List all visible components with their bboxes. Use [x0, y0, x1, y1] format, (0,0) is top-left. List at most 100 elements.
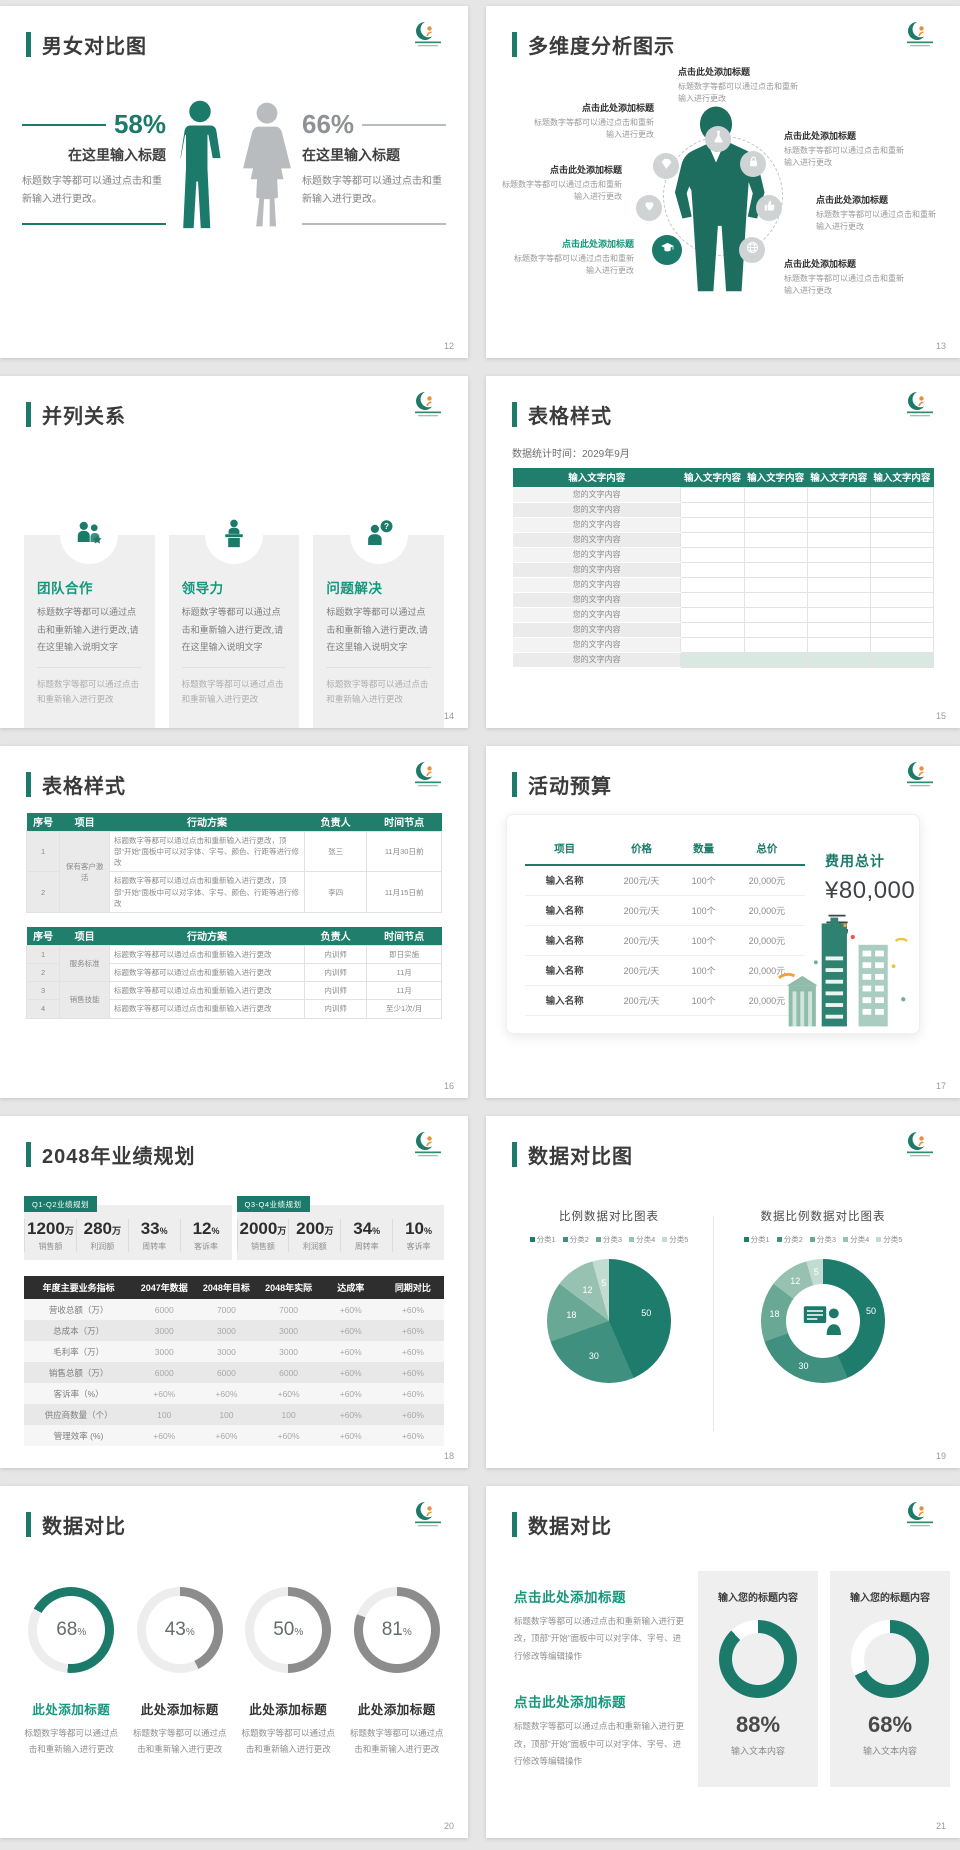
column-header: 行动方案: [109, 927, 305, 945]
kpi-label: 利润额: [90, 1242, 115, 1251]
table-header-row: 序号 项目 行动方案 负责人 时间节点: [26, 927, 442, 945]
leader-icon: [219, 518, 249, 553]
table-cell: 输入名称: [525, 925, 605, 956]
title-accent-bar: [26, 1142, 31, 1167]
feature-icon-circle: [60, 506, 119, 564]
slide-title: 表格样式: [42, 776, 126, 798]
page-number: 20: [443, 1821, 454, 1831]
callout: 点击此处添加标题 标题数字等都可以通过点击和重新输入进行更改: [816, 194, 938, 233]
table-row: 客诉率（%） +60% +60% +60% +60% +60%: [24, 1383, 444, 1404]
slice-value-label: 50: [641, 1308, 652, 1319]
legend-item: 分类3: [595, 1234, 622, 1245]
cell-no: 1: [25, 944, 61, 964]
table-cell: 100个: [678, 865, 729, 896]
kpi-strip: Q3-Q4业绩规划 2000万 销售额 200万 利润额 34% 周转率 10% 客诉率: [236, 1196, 444, 1260]
table-cell: [743, 651, 808, 668]
donut-chart: 50 30 18 12 5: [761, 1259, 885, 1383]
kpi-value: 1200万: [27, 1219, 74, 1238]
page-number: 18: [443, 1451, 454, 1461]
column-header: 同期对比: [381, 1276, 444, 1299]
panel-donut: [719, 1620, 797, 1698]
table-cell: +60%: [319, 1299, 382, 1320]
company-logo-icon: [412, 1131, 444, 1158]
legend-label: 分类5: [883, 1235, 903, 1244]
feature-heading: 团队合作: [37, 581, 93, 596]
table-row: 1 保有客户激活 标题数字等都可以通过点击和重新输入进行更改，顶部“开始”面板中可以…: [25, 830, 442, 913]
gauge-value: 43%: [164, 1619, 195, 1640]
table-cell: +60%: [319, 1362, 382, 1383]
heart-icon: [642, 198, 657, 218]
stat-heading: 在这里输入标题: [302, 147, 400, 163]
cell-time: 11月30日前: [366, 830, 442, 873]
table-cell: 管理效率 (%): [24, 1425, 134, 1446]
table-cell: +60%: [319, 1404, 382, 1425]
slide-thumbnail-14[interactable]: 并列关系 团队合作 标题数字等都可以通过点击和重新输入进行更改,请在这里输入说明文…: [0, 376, 468, 728]
panel-caption: 输入文本内容: [730, 1746, 785, 1756]
table-cell: [806, 531, 871, 548]
budget-panel: 项目 价格 数量 总价 输入名称 200元/天 100个 20,000元 输入名称 200元/天 1…: [506, 814, 920, 1034]
panel-percentage: 88%: [735, 1712, 781, 1737]
table-cell: [743, 576, 808, 593]
feature-card: 团队合作 标题数字等都可以通过点击和重新输入进行更改,请在这里输入说明文字 标题数字…: [24, 506, 155, 728]
legend-swatch: [776, 1237, 782, 1242]
slide-thumbnail-21[interactable]: 数据对比 点击此处添加标题 标题数字等都可以通过点击和重新输入进行更改，顶部“开始…: [486, 1486, 960, 1838]
company-logo-icon: [904, 1131, 936, 1158]
cell-no: 2: [25, 871, 61, 913]
feature-body: 标题数字等都可以通过点击和重新输入进行更改,请在这里输入说明文字: [37, 607, 139, 653]
column-header: 负责人: [304, 927, 367, 945]
table-row: 您的文字内容: [511, 531, 935, 548]
gauge-row: 68% 此处添加标题 标题数字等都可以通过点击和重新输入进行更改 43% 此处添加标题标…: [22, 1587, 446, 1757]
slide-thumbnail-12[interactable]: 男女对比图 58% 在这里输入标题 标题数字等都可以通过点击和重新输入进行更改。…: [0, 6, 468, 358]
table-cell: +60%: [381, 1341, 444, 1362]
legend-label: 分类4: [850, 1235, 870, 1244]
orbit-node: [756, 195, 782, 221]
page-number: 19: [935, 1451, 946, 1461]
table-header-row: 序号 项目 行动方案 负责人 时间节点: [26, 813, 442, 831]
cell-owner: 张三: [304, 830, 368, 873]
stat-panel: 输入您的标题内容 88% 输入文本内容: [698, 1571, 818, 1787]
table-cell: [806, 561, 871, 578]
gauge-item: 43% 此处添加标题 标题数字等都可以通过点击和重新输入进行更改: [131, 1587, 230, 1757]
table-cell: [806, 486, 871, 503]
panel-caption: 输入文本内容: [862, 1746, 917, 1756]
callout-body: 标题数字等都可以通过点击和重新输入进行更改: [514, 253, 634, 275]
legend-swatch: [529, 1237, 535, 1242]
slide-title: 数据对比: [42, 1516, 126, 1538]
table-cell: 200元/天: [604, 865, 679, 896]
slide-thumbnail-16[interactable]: 表格样式 序号 项目 行动方案 负责人 时间节点 1 保有客户激活 标题数字等都可以通过点击和…: [0, 746, 468, 1098]
column-header: 2048年目标: [195, 1276, 258, 1299]
slide-thumbnail-18[interactable]: 2048年业绩规划 Q1-Q2业绩规划 1200万 销售额 280万 利润额 33% 周转率…: [0, 1116, 468, 1468]
callout-body: 标题数字等都可以通过点击和重新输入进行更改: [502, 179, 622, 201]
table-cell: [680, 561, 745, 578]
page-number: 15: [935, 711, 946, 721]
gauge-ring: 43%: [136, 1587, 223, 1673]
slide-thumbnail-20[interactable]: 数据对比 68% 此处添加标题 标题数字等都可以通过点击和重新输入进行更改 43% 此处…: [0, 1486, 468, 1838]
table-cell: [869, 606, 935, 623]
orbit-node: [636, 195, 662, 221]
title-accent-bar: [26, 402, 31, 427]
table-row: 您的文字内容: [511, 651, 935, 668]
table-cell: [743, 636, 808, 653]
kpi-stat: 200万 利润额: [288, 1219, 340, 1252]
cell-owner: 内训师: [304, 944, 368, 964]
pie-chart: 50 30 18 12 5: [547, 1259, 671, 1383]
slide-thumbnail-17[interactable]: 活动预算 项目 价格 数量 总价 输入名称 200元/天 100个 20,000元 输入名称 20…: [486, 746, 960, 1098]
male-icon: [172, 97, 228, 242]
total-label: 费用总计: [825, 853, 885, 869]
gauge-value: 50%: [273, 1619, 304, 1640]
gauge-ring: 81%: [353, 1587, 440, 1673]
cell-no: 4: [25, 999, 61, 1019]
table-row: 您的文字内容: [511, 561, 935, 578]
slide-thumbnail-15[interactable]: 表格样式 数据统计时间：2029年9月 输入文字内容 输入文字内容 输入文字内容 输入…: [486, 376, 960, 728]
table-cell: 总成本（万）: [24, 1320, 134, 1341]
kpi-unit: 万: [277, 1226, 287, 1236]
slide-thumbnail-13[interactable]: 多维度分析图示 点击此处添加标题 标题数字等都可以通过点击和重新输入进行更改 点击此…: [486, 6, 960, 358]
column-header: 负责人: [304, 813, 367, 831]
slide-thumbnail-19[interactable]: 数据对比图 比例数据对比图表 分类1 分类2 分类3 分类4 分类5 50 30 18 12 5 数…: [486, 1116, 960, 1468]
column-header: 2048年实际: [257, 1276, 320, 1299]
table-cell: [869, 516, 935, 533]
table-row: 输入名称 200元/天 100个 20,000元: [525, 955, 805, 986]
table-cell: 您的文字内容: [511, 606, 682, 623]
table-row: 供应商数量（个） 100 100 100 +60% +60%: [24, 1404, 444, 1425]
